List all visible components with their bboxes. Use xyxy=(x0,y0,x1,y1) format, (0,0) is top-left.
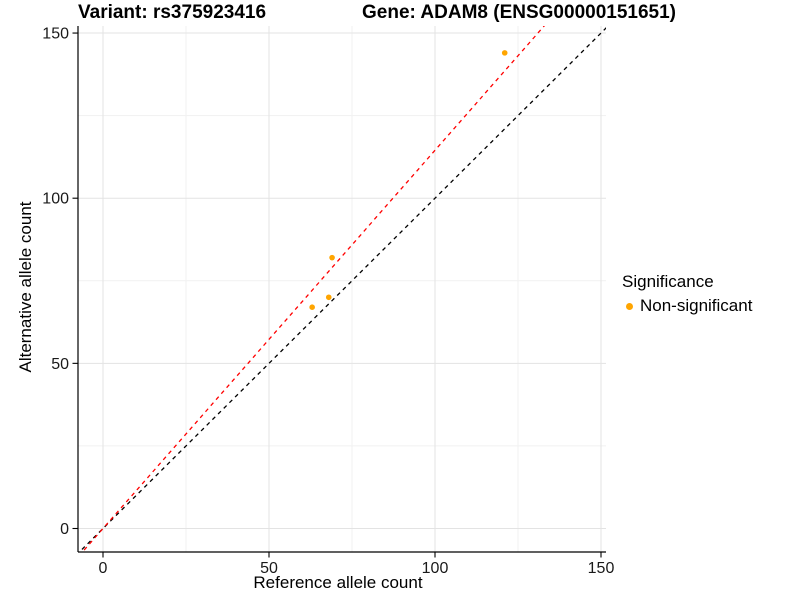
data-point xyxy=(309,304,315,310)
data-points xyxy=(309,50,508,310)
data-point xyxy=(329,254,335,261)
legend-title: Significance xyxy=(622,272,714,291)
plot-title-gene: Gene: ADAM8 (ENSG00000151651) xyxy=(362,2,676,23)
x-tick-label: 0 xyxy=(99,560,108,577)
x-tick-label: 100 xyxy=(422,560,449,577)
y-tick-label: 50 xyxy=(51,356,69,373)
x-tick-label: 150 xyxy=(588,560,615,577)
data-point xyxy=(325,294,332,301)
data-point xyxy=(501,50,508,56)
tick-marks xyxy=(72,32,602,558)
y-tick-label: 100 xyxy=(42,191,69,208)
y-axis-label: Alternative allele count xyxy=(16,201,35,373)
legend-point-icon xyxy=(626,302,633,310)
legend-item-label: Non-significant xyxy=(640,296,753,315)
panel-background xyxy=(78,26,606,552)
identity-line xyxy=(78,27,606,552)
axes xyxy=(77,26,606,553)
legend-item: Non-significant xyxy=(622,296,752,316)
plot-title-variant: Variant: rs375923416 xyxy=(78,2,267,23)
major-gridlines xyxy=(78,26,606,552)
legend: Significance Non-significant xyxy=(622,272,752,316)
x-axis-label: Reference allele count xyxy=(253,573,423,592)
regression-line xyxy=(81,26,545,552)
reference-lines xyxy=(78,26,606,552)
x-tick-label: 50 xyxy=(260,560,278,577)
minor-gridlines xyxy=(78,26,606,552)
tick-labels: 0 50 100 150 0 50 100 150 xyxy=(42,26,614,577)
y-tick-label: 150 xyxy=(42,26,69,43)
legend-items: Non-significant xyxy=(622,296,752,316)
y-tick-label: 0 xyxy=(60,521,69,538)
